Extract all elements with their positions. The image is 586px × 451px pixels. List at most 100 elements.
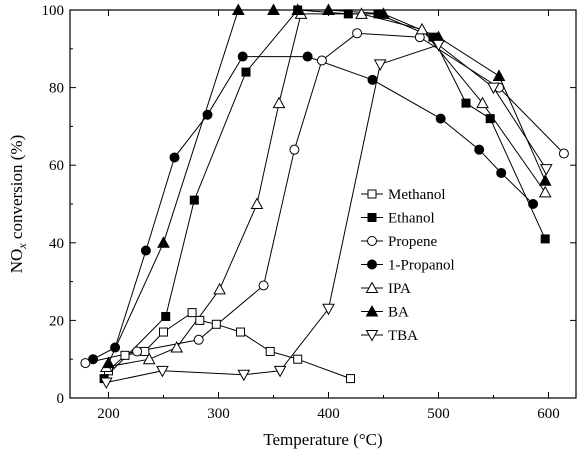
legend-entry-propene: Propene bbox=[361, 234, 437, 250]
legend-label: IPA bbox=[388, 281, 411, 297]
data-point-ba bbox=[267, 3, 280, 15]
data-point-methanol bbox=[195, 315, 205, 325]
y-tick-label: 20 bbox=[49, 313, 64, 329]
legend-marker-ipa bbox=[365, 281, 379, 293]
data-point-tba bbox=[432, 39, 445, 52]
series-points-tba bbox=[99, 39, 553, 390]
series-points-ipa bbox=[99, 7, 552, 372]
data-point-ipa bbox=[213, 282, 226, 295]
data-point-1-propanol bbox=[202, 109, 213, 120]
series-line-ba bbox=[108, 9, 546, 364]
legend-label: Ethanol bbox=[388, 211, 435, 227]
x-axis-title: Temperature (°C) bbox=[263, 430, 382, 449]
data-point-tba bbox=[156, 365, 169, 378]
data-point-methanol bbox=[187, 308, 197, 318]
series-line-ethanol bbox=[103, 9, 546, 379]
data-point-tba bbox=[273, 365, 287, 378]
plot-frame bbox=[69, 9, 577, 399]
legend-marker-ethanol bbox=[367, 213, 377, 222]
data-point-methanol bbox=[346, 374, 355, 384]
data-point-ethanol bbox=[461, 98, 471, 108]
data-point-tba bbox=[99, 377, 113, 390]
legend-label: Methanol bbox=[388, 187, 446, 203]
data-point-1-propanol bbox=[302, 51, 313, 62]
data-point-ipa bbox=[250, 197, 264, 209]
x-tick-label: 300 bbox=[207, 406, 230, 422]
y-axis-title-subscript: x bbox=[15, 243, 29, 250]
data-point-1-propanol bbox=[474, 144, 485, 155]
y-tick-label: 60 bbox=[49, 158, 64, 174]
data-point-1-propanol bbox=[367, 74, 378, 85]
series-line-tba bbox=[106, 44, 547, 383]
data-point-methanol bbox=[120, 350, 130, 360]
data-point-ethanol bbox=[161, 312, 171, 322]
axis-ticks bbox=[70, 9, 576, 399]
x-tick-label: 500 bbox=[427, 406, 450, 422]
series-line-methanol bbox=[108, 311, 351, 380]
y-tick-label: 80 bbox=[49, 81, 64, 97]
legend-entry-ipa: IPA bbox=[361, 281, 411, 297]
data-point-1-propanol bbox=[528, 199, 539, 209]
data-point-ba bbox=[231, 3, 245, 15]
legend-label: 1-Propanol bbox=[388, 258, 455, 274]
data-point-1-propanol bbox=[237, 51, 248, 62]
data-point-ba bbox=[102, 356, 115, 369]
y-tick-label: 40 bbox=[49, 236, 64, 252]
legend-entry-tba: TBA bbox=[361, 328, 418, 344]
data-point-tba bbox=[487, 82, 500, 95]
series-points-1-propanol bbox=[88, 51, 539, 365]
data-point-1-propanol bbox=[496, 167, 507, 178]
data-point-propene bbox=[193, 334, 204, 345]
data-point-ethanol bbox=[189, 195, 199, 205]
x-tick-label: 400 bbox=[317, 406, 340, 422]
legend-marker-1-propanol bbox=[367, 259, 377, 270]
series-line-1-propanol bbox=[92, 56, 534, 360]
data-point-ethanol bbox=[540, 234, 550, 244]
data-point-propene bbox=[316, 55, 327, 66]
legend-entry-1-propanol: 1-Propanol bbox=[361, 258, 455, 274]
series-lines bbox=[85, 9, 565, 383]
data-point-ipa bbox=[415, 22, 429, 35]
data-point-methanol bbox=[265, 346, 275, 356]
data-point-ipa bbox=[355, 7, 368, 19]
x-tick-label: 600 bbox=[537, 406, 560, 422]
data-point-ba bbox=[377, 7, 390, 19]
y-axis-title: NOx conversion (%) bbox=[7, 135, 29, 273]
data-point-1-propanol bbox=[169, 152, 180, 163]
y-tick-label: 100 bbox=[42, 3, 65, 19]
data-point-ipa bbox=[272, 96, 286, 109]
series-points-methanol bbox=[104, 308, 355, 384]
legend-entry-ethanol: Ethanol bbox=[361, 211, 435, 227]
data-point-propene bbox=[80, 358, 91, 369]
data-point-methanol bbox=[211, 319, 221, 329]
data-point-ipa bbox=[476, 96, 489, 109]
data-point-ipa bbox=[142, 352, 156, 365]
y-tick-label: 0 bbox=[57, 391, 65, 407]
legend: Methanol Ethanol Propene 1-Propanol IPA BA TBA bbox=[361, 187, 455, 344]
data-point-methanol bbox=[159, 327, 168, 337]
legend-marker-propene bbox=[367, 236, 377, 246]
data-point-1-propanol bbox=[435, 113, 446, 124]
series-points-propene bbox=[80, 28, 569, 369]
legend-marker-tba bbox=[365, 330, 379, 342]
data-point-ba bbox=[538, 174, 552, 186]
data-point-methanol bbox=[236, 327, 245, 337]
data-point-ba bbox=[157, 236, 170, 248]
data-point-ipa bbox=[170, 341, 184, 353]
series-line-propene bbox=[85, 32, 565, 364]
data-point-tba bbox=[373, 59, 387, 71]
data-point-propene bbox=[558, 148, 569, 159]
data-point-ethanol bbox=[241, 67, 251, 77]
data-point-tba bbox=[539, 164, 553, 176]
data-point-propene bbox=[132, 346, 143, 357]
legend-entry-methanol: Methanol bbox=[361, 187, 446, 203]
legend-label: TBA bbox=[388, 328, 418, 344]
data-point-1-propanol bbox=[110, 342, 121, 353]
data-point-ba bbox=[492, 69, 506, 81]
legend-marker-methanol bbox=[367, 189, 377, 199]
data-point-propene bbox=[352, 28, 363, 39]
series-points-ba bbox=[102, 3, 552, 369]
legend-label: Propene bbox=[388, 234, 437, 250]
data-point-ethanol bbox=[485, 114, 495, 124]
legend-label: BA bbox=[388, 305, 409, 321]
